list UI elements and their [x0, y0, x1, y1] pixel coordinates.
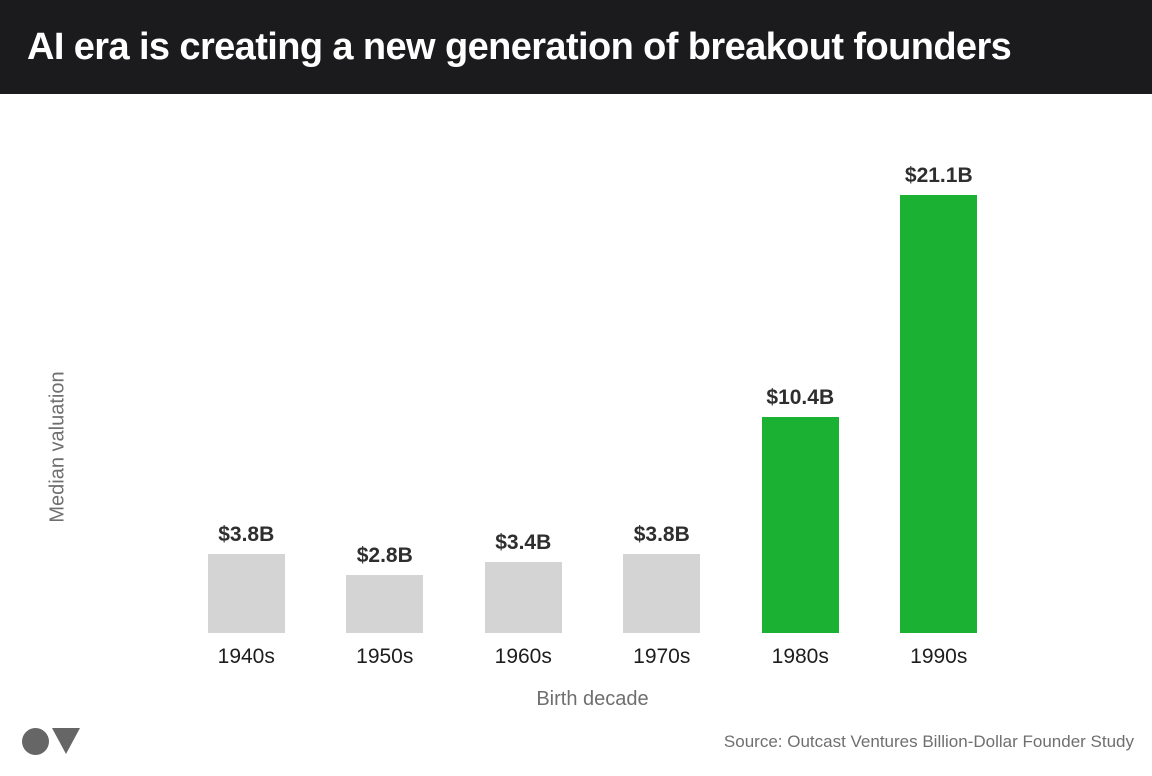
logo-circle-icon — [22, 728, 49, 755]
page-title: AI era is creating a new generation of b… — [27, 25, 1012, 68]
bar-group-1950s: $2.8B — [316, 94, 455, 633]
bar-group-1970s: $3.8B — [593, 94, 732, 633]
bar — [346, 575, 424, 633]
bar-group-1980s: $10.4B — [731, 94, 870, 633]
bar-group-1940s: $3.8B — [177, 94, 316, 633]
bar-value-label: $10.4B — [766, 386, 835, 409]
logo-triangle-down-icon — [52, 728, 80, 754]
x-tick-label: 1980s — [771, 645, 829, 668]
x-tick-label: 1990s — [910, 645, 968, 668]
bar — [900, 195, 978, 633]
bar-chart-plot-area: $3.8B $2.8B $3.4B $3.8B $10.4B $21.1B — [177, 94, 1008, 633]
x-axis-ticks: 1940s 1950s 1960s 1970s 1980s 1990s — [177, 645, 1008, 669]
source-attribution: Source: Outcast Ventures Billion-Dollar … — [723, 732, 1134, 751]
header-banner: AI era is creating a new generation of b… — [0, 0, 1152, 94]
x-tick-label: 1940s — [217, 645, 275, 668]
bar-value-label: $3.4B — [495, 531, 552, 554]
y-axis-label: Median valuation — [46, 371, 69, 523]
x-tick-label: 1960s — [494, 645, 552, 668]
bar — [623, 554, 701, 633]
x-tick-label: 1970s — [633, 645, 691, 668]
x-tick-label: 1950s — [356, 645, 414, 668]
bar-value-label: $3.8B — [218, 523, 275, 546]
outcast-ventures-logo — [22, 728, 80, 755]
bar — [761, 417, 839, 633]
bar-group-1990s: $21.1B — [870, 94, 1009, 633]
bar-group-1960s: $3.4B — [454, 94, 593, 633]
bar — [207, 554, 285, 633]
bar-value-label: $3.8B — [633, 523, 690, 546]
bar-value-label: $21.1B — [904, 164, 973, 187]
bar-value-label: $2.8B — [356, 544, 413, 567]
bar — [484, 562, 562, 633]
x-axis-label: Birth decade — [536, 688, 649, 710]
